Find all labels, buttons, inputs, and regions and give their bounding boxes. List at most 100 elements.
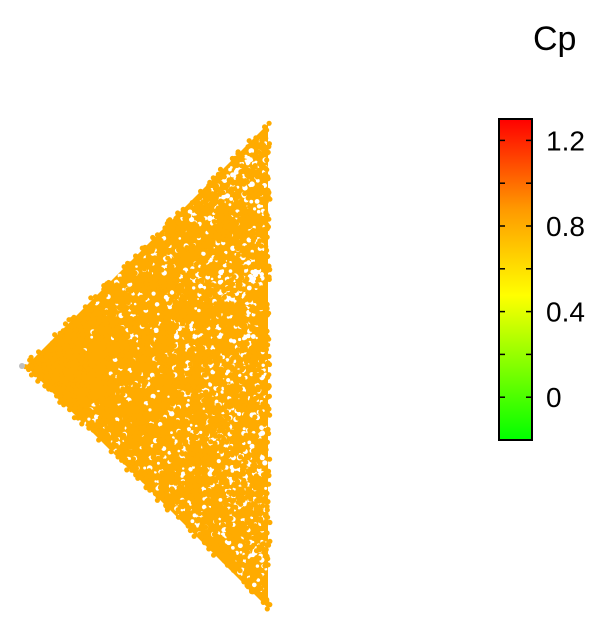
scatter-point <box>101 416 107 422</box>
scatter-point <box>203 508 209 514</box>
scatter-point <box>213 283 219 289</box>
scatter-point <box>254 538 260 544</box>
scatter-point <box>156 450 163 456</box>
scatter-point <box>267 538 273 544</box>
scatter-point <box>210 374 216 380</box>
scatter-gap <box>187 399 190 402</box>
scatter-point <box>191 505 197 511</box>
scatter-point <box>50 374 56 380</box>
scatter-point <box>232 186 238 192</box>
scatter-point <box>140 305 146 311</box>
scatter-point <box>180 321 186 327</box>
scatter-point <box>245 230 251 236</box>
scatter-point <box>223 327 229 334</box>
scatter-point <box>211 552 217 558</box>
scatter-point <box>103 332 109 338</box>
scatter-point <box>227 215 233 221</box>
scatter-point <box>114 298 120 304</box>
scatter-point <box>161 356 167 362</box>
scatter-point <box>190 369 196 375</box>
scatter-point <box>213 262 219 268</box>
scatter-point <box>220 464 226 471</box>
scatter-point <box>125 287 131 293</box>
scatter-point <box>118 352 124 358</box>
scatter-point <box>148 247 155 253</box>
scatter-point <box>211 390 217 396</box>
scatter-point <box>223 507 229 513</box>
scatter-point <box>192 447 198 453</box>
scatter-point <box>238 437 244 443</box>
scatter-point <box>207 248 213 254</box>
scatter-point <box>143 484 149 490</box>
scatter-point <box>227 445 234 451</box>
scatter-point <box>186 370 192 376</box>
scatter-point <box>264 312 270 318</box>
scatter-point <box>165 249 172 255</box>
scatter-point <box>264 226 270 232</box>
scatter-point <box>249 489 255 496</box>
scatter-point <box>158 365 164 371</box>
scatter-point <box>174 499 180 505</box>
scatter-point <box>133 253 139 259</box>
scatter-point <box>43 369 50 375</box>
scatter-point <box>188 432 194 438</box>
scatter-point <box>243 224 249 230</box>
scatter-point <box>175 214 181 220</box>
scatter-point <box>151 452 157 458</box>
scatter-point <box>50 347 57 353</box>
scatter-point <box>235 246 241 252</box>
scatter-point <box>180 332 186 338</box>
scatter-point <box>223 409 230 415</box>
scatter-point <box>214 254 220 260</box>
scatter-point <box>165 233 171 239</box>
scatter-point <box>224 514 231 520</box>
scatter-point <box>158 330 164 336</box>
scatter-gap <box>211 347 214 350</box>
scatter-point <box>203 483 209 489</box>
scatter-point <box>220 522 226 528</box>
scatter-point <box>25 364 31 370</box>
scatter-point <box>228 359 234 365</box>
scatter-point <box>195 400 201 406</box>
scatter-point <box>208 304 214 310</box>
scatter-point <box>138 287 144 294</box>
scatter-point <box>131 306 138 312</box>
scatter-point <box>239 317 245 323</box>
scatter-point <box>192 302 198 308</box>
scatter-point <box>160 402 166 408</box>
scatter-point <box>231 475 237 481</box>
scatter-point <box>210 396 216 402</box>
scatter-point <box>221 424 228 430</box>
scatter-point <box>259 196 265 202</box>
scatter-point <box>131 417 137 423</box>
scatter-point <box>171 343 177 349</box>
scatter-point <box>208 182 214 188</box>
scatter-point <box>216 428 222 434</box>
scatter-point <box>135 276 141 282</box>
scatter-point <box>120 391 126 397</box>
scatter-point <box>136 320 142 326</box>
scatter-point <box>147 459 153 466</box>
scatter-point <box>49 387 55 393</box>
scatter-point <box>198 189 204 195</box>
scatter-point <box>199 366 205 372</box>
scatter-point <box>240 464 246 470</box>
scatter-point <box>114 285 121 291</box>
scatter-point <box>136 310 142 316</box>
scatter-point <box>63 339 69 345</box>
scatter-point <box>168 457 174 463</box>
scatter-gap <box>149 372 155 378</box>
scatter-point <box>176 290 182 296</box>
scatter-point <box>126 317 132 323</box>
scatter-point <box>230 180 236 186</box>
scatter-point <box>261 440 267 446</box>
scatter-point <box>250 557 256 563</box>
scatter-point <box>215 402 221 408</box>
scatter-point <box>167 334 173 340</box>
scatter-point <box>243 168 249 174</box>
scatter-point <box>149 331 155 338</box>
scatter-point <box>181 429 187 435</box>
scatter-point <box>257 393 263 399</box>
scatter-point <box>139 357 145 363</box>
scatter-point <box>238 332 244 338</box>
